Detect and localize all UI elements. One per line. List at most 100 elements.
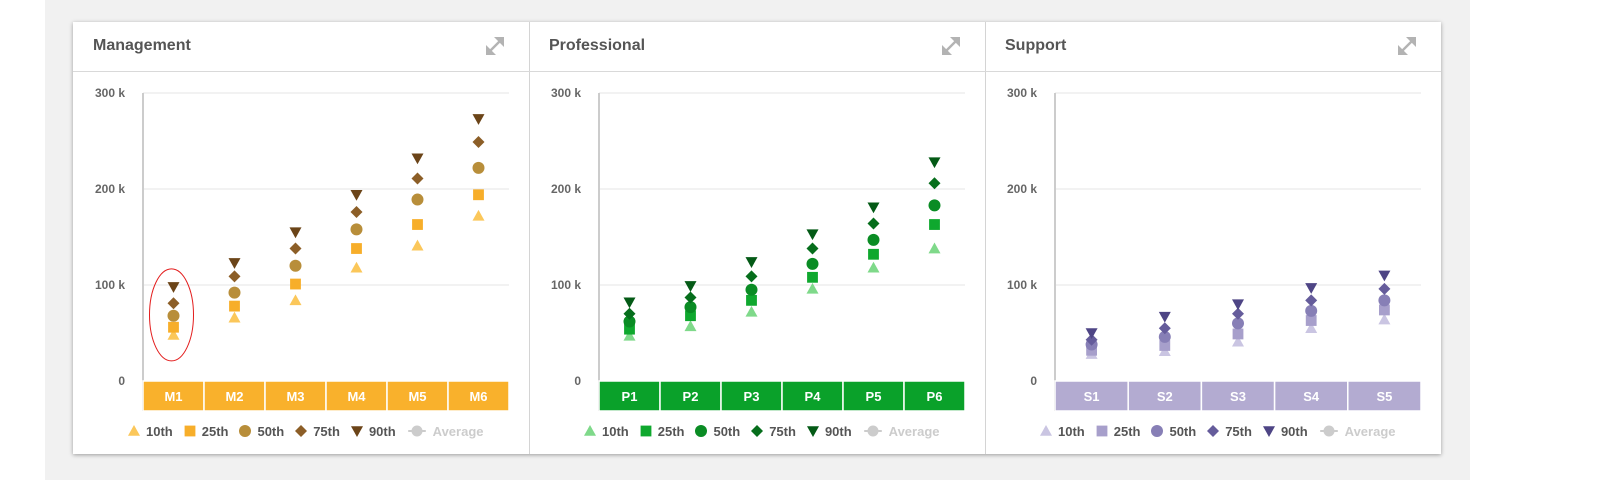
expand-icon[interactable] (939, 34, 963, 58)
legend-label: 75th (1225, 423, 1252, 439)
legend-symbol-75th (1207, 425, 1220, 437)
legend-item-10th[interactable]: 10th (1039, 424, 1085, 439)
legend-item-25th[interactable]: 25th (1095, 424, 1140, 439)
legend-item-10th[interactable]: 10th (127, 424, 173, 439)
legend-item-90th[interactable]: 90th (1262, 424, 1308, 439)
card-title: Support (1005, 37, 1067, 54)
legend-item-75th[interactable]: 75th (1206, 424, 1252, 439)
legend-item-25th[interactable]: 25th (639, 423, 685, 439)
legend-marker (1096, 425, 1108, 437)
chart-legend: 10th 25th 50th 75th 90th Average (583, 422, 950, 440)
legend-symbol-10th (584, 425, 596, 436)
marker-50th-p3 (745, 283, 758, 296)
legend-marker (863, 425, 882, 437)
legend-label: 10th (1058, 423, 1085, 439)
marker-50th-p5 (867, 233, 880, 246)
legend-item-75th[interactable]: 75th (750, 424, 796, 439)
card-title: Management (93, 37, 191, 54)
legend-label: 25th (657, 423, 685, 439)
y-tick-label: 0 (574, 374, 581, 388)
category-band-m6 (447, 380, 510, 412)
marker-75th-p4 (806, 242, 819, 255)
marker-10th-p2 (684, 320, 697, 332)
marker-75th-m1 (167, 297, 180, 310)
expand-icon[interactable] (483, 34, 507, 58)
marker-75th-m4 (350, 206, 363, 219)
legend-symbol-25th (640, 425, 652, 437)
marker-50th-p4 (806, 257, 819, 270)
marker-10th-p3 (745, 305, 758, 317)
chart-legend: 10th 25th 50th 75th 90th Average (1039, 422, 1406, 440)
marker-10th-p4 (806, 282, 819, 294)
marker-10th-m5 (411, 239, 424, 251)
y-tick-label: 200 k (551, 182, 581, 196)
chart-plot: 0 100 k 200 k 300 k S1 S2 S3 S4 S5 (1007, 86, 1422, 412)
marker-10th-m1 (167, 328, 180, 340)
legend-item-average[interactable]: Average (1318, 424, 1396, 439)
legend-label: Average (432, 423, 484, 439)
legend-item-90th[interactable]: 90th (350, 424, 396, 439)
legend-item-average[interactable]: Average (862, 424, 940, 439)
category-band-m2 (203, 380, 266, 412)
marker-50th-p6 (928, 199, 941, 212)
marker-50th-s3 (1232, 317, 1244, 330)
marker-90th-m4 (350, 189, 363, 201)
marker-10th-m2 (228, 311, 241, 323)
y-tick-label: 300 k (95, 86, 125, 100)
marker-75th-s5 (1378, 282, 1391, 295)
legend-marker (751, 425, 764, 437)
legend-item-25th[interactable]: 25th (183, 423, 229, 439)
marker-10th-s4 (1305, 322, 1318, 333)
x-category-label: S3 (1230, 389, 1246, 404)
chart-legend: 10th 25th 50th 75th 90th Average (127, 422, 494, 440)
marker-25th-s5 (1379, 304, 1390, 316)
x-category-label: M3 (286, 389, 304, 404)
marker-90th-p2 (684, 281, 697, 292)
marker-90th-p1 (623, 297, 636, 309)
marker-90th-p6 (928, 157, 941, 169)
legend-label: 50th (713, 423, 741, 439)
legend-item-75th[interactable]: 75th (294, 424, 340, 439)
category-band-p1 (598, 380, 661, 412)
marker-10th-p6 (928, 242, 941, 254)
marker-50th-m6 (472, 161, 485, 174)
marker-50th-s5 (1378, 294, 1391, 307)
legend-item-average[interactable]: Average (406, 424, 484, 439)
marker-75th-p3 (745, 270, 758, 283)
marker-50th-s2 (1158, 330, 1171, 343)
legend-label: 25th (201, 423, 229, 439)
marker-75th-p5 (867, 217, 880, 230)
legend-marker (1151, 425, 1164, 437)
legend-item-50th[interactable]: 50th (238, 424, 284, 439)
marker-90th-m5 (411, 153, 424, 165)
y-tick-label: 100 k (1007, 278, 1037, 292)
legend-item-50th[interactable]: 50th (694, 424, 740, 439)
legend-label: 75th (313, 423, 340, 439)
marker-75th-p1 (623, 307, 636, 320)
legend-marker (1319, 425, 1338, 437)
legend-item-10th[interactable]: 10th (583, 424, 629, 439)
y-tick-label: 0 (118, 374, 125, 388)
card-header: Support (985, 22, 1441, 72)
legend-item-50th[interactable]: 50th (1150, 424, 1196, 439)
legend-item-90th[interactable]: 90th (806, 424, 852, 439)
marker-90th-m2 (228, 258, 241, 269)
marker-90th-s4 (1305, 283, 1318, 294)
chart-cards-container: Management 0 100 k 200 k 300 k M1 M2 M3 M4 M5 M6 … (73, 22, 1441, 454)
legend-symbol-25th (184, 425, 196, 437)
legend-marker (184, 425, 196, 437)
legend-symbol-90th (1262, 426, 1275, 437)
marker-10th-m3 (289, 294, 302, 306)
card-title: Professional (549, 37, 646, 54)
card-professional: Professional 0 100 k 200 k 300 k P1 P2 P3 P4 P5 P… (529, 22, 985, 454)
marker-75th-m3 (289, 242, 302, 255)
category-band-s4 (1273, 380, 1349, 412)
x-category-label: S2 (1157, 389, 1173, 404)
legend-label: 50th (1169, 423, 1197, 439)
y-tick-label: 300 k (1007, 86, 1037, 100)
marker-50th-p2 (684, 301, 697, 314)
category-band-m1 (142, 380, 205, 412)
x-category-label: P4 (805, 389, 822, 404)
marker-25th-p5 (868, 248, 879, 260)
expand-icon[interactable] (1395, 34, 1419, 58)
